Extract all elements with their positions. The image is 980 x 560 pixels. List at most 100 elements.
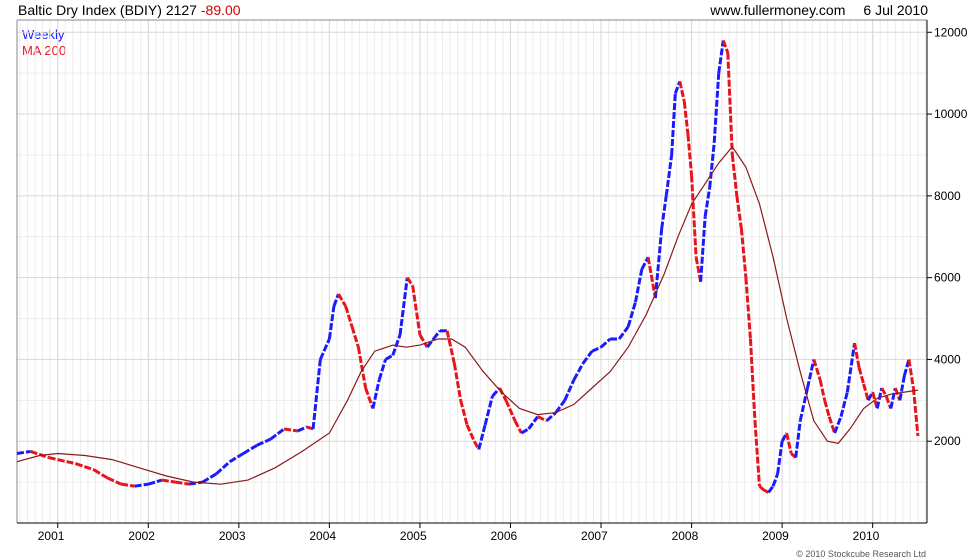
weekly-segment — [283, 427, 298, 433]
weekly-segment — [686, 134, 694, 176]
weekly-segment — [364, 387, 375, 409]
weekly-segment — [794, 420, 802, 458]
weekly-segment — [337, 293, 347, 308]
weekly-segment — [758, 485, 766, 492]
weekly-segment — [350, 326, 360, 348]
chart-header-right: www.fullermoney.com 6 Jul 2010 — [710, 0, 928, 20]
weekly-segment — [161, 478, 176, 484]
weekly-segment — [201, 472, 217, 484]
weekly-segment — [730, 154, 739, 197]
last-value: 2127 — [165, 2, 197, 18]
weekly-segment — [452, 363, 463, 401]
weekly-segment — [780, 432, 788, 442]
weekly-segment — [812, 358, 822, 381]
weekly-segment — [866, 391, 874, 402]
weekly-segment — [215, 460, 231, 476]
weekly-segment — [406, 276, 414, 287]
weekly-segment — [626, 301, 637, 328]
weekly-segment — [664, 154, 674, 197]
weekly-segment — [845, 342, 857, 393]
weekly-segment — [384, 354, 394, 361]
x-tick-label: 2006 — [490, 529, 517, 543]
y-tick-label: 6000 — [934, 271, 961, 285]
weekly-segment — [16, 449, 31, 455]
weekly-segment — [633, 269, 644, 303]
weekly-segment — [527, 415, 539, 430]
weekly-segment — [418, 334, 429, 348]
x-tick-label: 2009 — [762, 529, 789, 543]
chart-axes — [16, 19, 932, 528]
weekly-segment — [911, 387, 920, 437]
weekly-segment — [242, 444, 258, 455]
x-tick-label: 2001 — [38, 529, 65, 543]
x-tick-label: 2003 — [219, 529, 246, 543]
weekly-series — [16, 39, 920, 494]
weekly-segment — [767, 485, 775, 494]
weekly-segment — [670, 93, 677, 156]
weekly-segment — [120, 482, 135, 488]
y-tick-label: 4000 — [934, 352, 961, 366]
weekly-segment — [504, 399, 517, 422]
weekly-segment — [653, 228, 664, 299]
weekly-segment — [332, 293, 340, 307]
weekly-segment — [318, 338, 331, 361]
weekly-segment — [398, 277, 409, 336]
weekly-segment — [344, 305, 354, 328]
y-tick-label: 8000 — [934, 189, 961, 203]
weekly-segment — [744, 277, 752, 340]
weekly-segment — [554, 399, 567, 414]
weekly-segment — [465, 424, 476, 442]
weekly-segment — [411, 285, 422, 336]
weekly-segment — [839, 391, 849, 418]
weekly-segment — [483, 395, 494, 426]
weekly-segment — [256, 437, 272, 447]
chart-header-left: Baltic Dry Index (BDIY) 2127 -89.00 — [18, 0, 241, 20]
weekly-segment — [771, 473, 780, 487]
x-tick-label: 2002 — [128, 529, 155, 543]
weekly-segment — [735, 195, 743, 229]
weekly-segment — [880, 387, 888, 397]
weekly-segment — [823, 399, 831, 418]
weekly-segment — [753, 420, 761, 487]
source-link[interactable]: www.fullermoney.com — [710, 2, 846, 18]
weekly-segment — [682, 101, 690, 135]
tick-labels: 2000 4000 6000 8000 10000 12000 2001 2002 2003 20… — [38, 25, 968, 543]
chart-date: 6 Jul 2010 — [863, 2, 928, 18]
weekly-segment — [537, 415, 548, 423]
y-tick-label: 10000 — [934, 107, 968, 121]
x-tick-label: 2005 — [400, 529, 427, 543]
legend-ma-200: MA 200 — [22, 43, 67, 58]
weekly-segment — [229, 452, 245, 463]
chart-grid — [17, 20, 927, 523]
weekly-segment — [75, 462, 95, 472]
weekly-segment — [646, 256, 657, 299]
weekly-segment — [356, 346, 368, 389]
weekly-segment — [857, 367, 866, 385]
weekly-segment — [862, 383, 870, 401]
weekly-segment — [93, 468, 109, 480]
weekly-segment — [591, 345, 602, 353]
y-tick-label: 12000 — [934, 25, 968, 39]
weekly-segment — [763, 488, 770, 494]
weekly-segment — [776, 441, 784, 475]
weekly-segment — [520, 427, 530, 435]
weekly-segment — [327, 306, 336, 340]
weekly-segment — [703, 187, 712, 217]
weekly-segment — [690, 175, 698, 258]
weekly-segment — [726, 52, 734, 156]
weekly-segment — [134, 482, 149, 488]
weekly-segment — [875, 387, 884, 409]
x-tick-label: 2010 — [853, 529, 880, 543]
weekly-segment — [853, 342, 861, 368]
weekly-segment — [445, 330, 456, 364]
weekly-segment — [572, 362, 585, 381]
weekly-segment — [563, 379, 576, 401]
weekly-segment — [513, 420, 523, 434]
x-tick-label: 2008 — [672, 529, 699, 543]
weekly-segment — [106, 476, 122, 486]
x-tick-label: 2007 — [581, 529, 608, 543]
weekly-segment — [712, 73, 721, 143]
weekly-segment — [432, 329, 442, 340]
weekly-segment — [889, 387, 897, 409]
